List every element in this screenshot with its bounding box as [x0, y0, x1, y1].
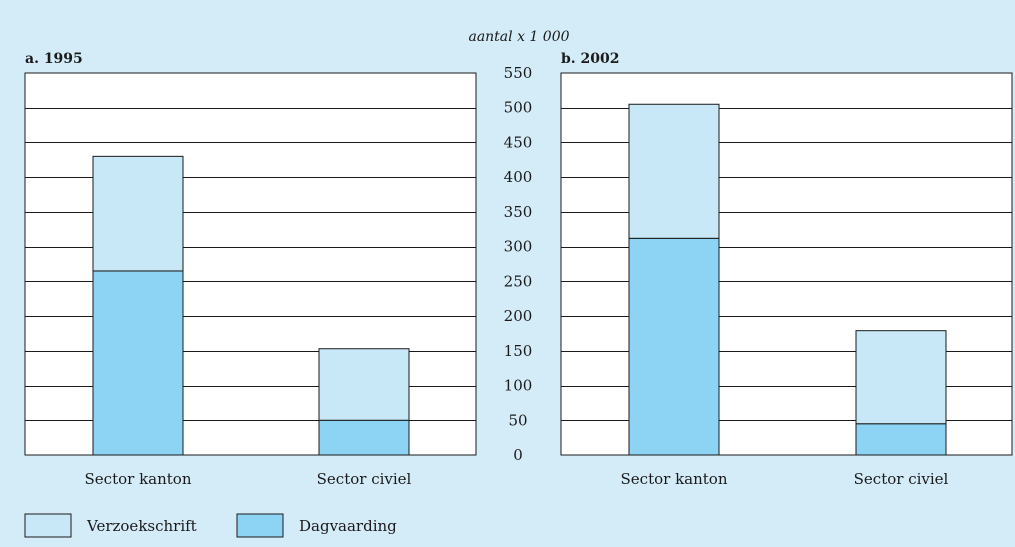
category-label: Sector civiel: [317, 470, 412, 488]
y-tick-label: 350: [504, 203, 533, 221]
y-tick-label: 300: [504, 238, 533, 256]
panel-title: b. 2002: [561, 51, 620, 67]
bar-dagvaarding-civiel: [318, 419, 410, 456]
panel-b: b. 2002 Sector kanton Sector civiel: [560, 51, 1013, 488]
y-tick-label: 50: [508, 411, 527, 429]
bar-dagvaarding-kanton: [92, 270, 184, 456]
bar-verzoekschrift-kanton: [92, 155, 184, 272]
category-label: Sector kanton: [85, 470, 192, 488]
y-tick-label: 250: [504, 272, 533, 290]
panel-title: a. 1995: [25, 51, 83, 67]
legend-swatch-verzoekschrift: [24, 513, 72, 538]
bar-dagvaarding-civiel: [855, 423, 947, 456]
bar-verzoekschrift-kanton: [628, 103, 720, 239]
bar-verzoekschrift-civiel: [855, 330, 947, 425]
y-tick-label: 550: [504, 64, 533, 82]
unit-label: aantal x 1 000: [468, 29, 569, 45]
bar-verzoekschrift-civiel: [318, 348, 410, 421]
category-label: Sector kanton: [621, 470, 728, 488]
y-tick-label: 500: [504, 99, 533, 117]
panel-a: a. 1995 Sector kanton Sector civiel: [24, 51, 477, 488]
y-tick-label: 200: [504, 307, 533, 325]
legend-swatch-dagvaarding: [236, 513, 284, 538]
y-tick-label: 100: [504, 377, 533, 395]
category-label: Sector civiel: [854, 470, 949, 488]
legend-label-verzoekschrift: Verzoekschrift: [86, 517, 197, 535]
y-tick-label: 0: [513, 446, 523, 464]
y-tick-label: 150: [504, 342, 533, 360]
y-tick-label: 450: [504, 133, 533, 151]
bar-dagvaarding-kanton: [628, 237, 720, 456]
y-tick-label: 400: [504, 168, 533, 186]
legend-label-dagvaarding: Dagvaarding: [299, 517, 397, 535]
